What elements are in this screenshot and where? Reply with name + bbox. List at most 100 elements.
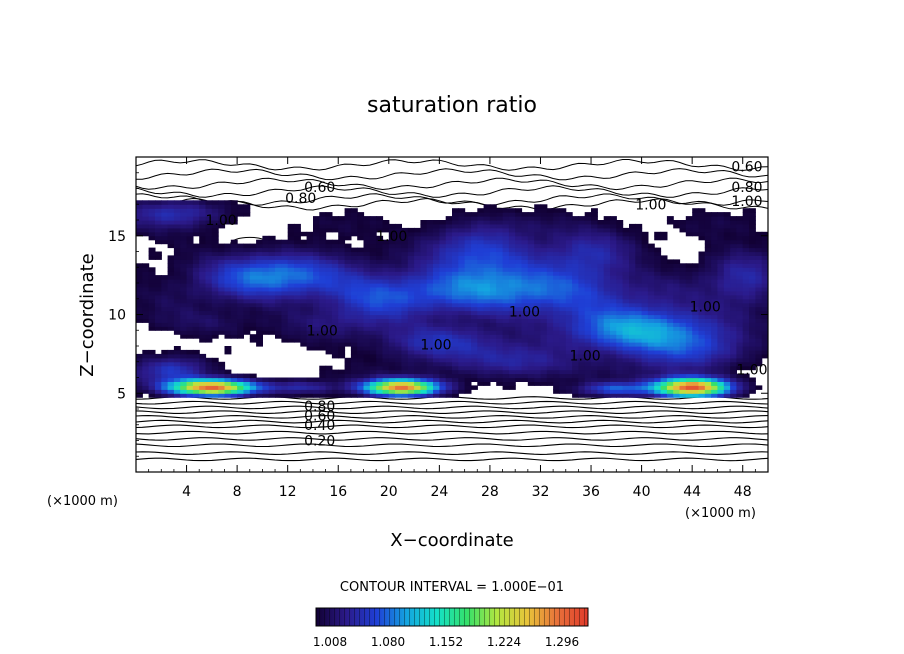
- heat-cell: [401, 306, 409, 312]
- heat-cell: [654, 314, 662, 319]
- heat-cell: [218, 200, 226, 205]
- heat-cell: [616, 286, 624, 292]
- heat-cell: [761, 279, 768, 284]
- heat-cell: [742, 251, 750, 256]
- heat-cell: [597, 239, 605, 245]
- heat-cell: [420, 239, 428, 245]
- heat-cell: [515, 298, 523, 304]
- heat-cell: [704, 223, 712, 229]
- heat-cell: [211, 227, 219, 233]
- heat-cell: [534, 227, 542, 233]
- heat-cell: [300, 334, 308, 339]
- heat-cell: [704, 290, 712, 296]
- heat-cell: [654, 334, 662, 339]
- heat-cell: [186, 204, 194, 209]
- heat-cell: [496, 357, 504, 363]
- heat-cell: [205, 377, 213, 382]
- heat-cell: [711, 298, 718, 304]
- heat-cell: [458, 286, 466, 292]
- heat-cell: [426, 275, 434, 280]
- heat-cell: [616, 346, 624, 351]
- heat-cell: [319, 263, 327, 268]
- heat-cell: [489, 377, 497, 382]
- heat-cell: [527, 251, 535, 256]
- heat-cell: [249, 255, 257, 260]
- heat-cell: [338, 227, 346, 233]
- heat-cell: [502, 326, 510, 331]
- heat-cell: [578, 342, 586, 347]
- heat-cell: [521, 342, 529, 347]
- heat-cell: [142, 298, 150, 304]
- heat-cell: [471, 385, 478, 390]
- heat-cell: [742, 353, 750, 359]
- heat-cell: [439, 271, 447, 276]
- heat-cell: [584, 357, 592, 363]
- heat-cell: [742, 235, 750, 241]
- heat-cell: [180, 373, 188, 379]
- heat-cell: [401, 283, 409, 288]
- heat-cell: [407, 369, 415, 375]
- heat-cell: [591, 216, 598, 221]
- heat-cell: [148, 235, 156, 241]
- heat-cell: [268, 310, 276, 316]
- heat-cell: [344, 318, 352, 323]
- heat-cell: [287, 275, 295, 280]
- heat-cell: [350, 393, 358, 398]
- heat-cell: [161, 310, 169, 316]
- heat-cell: [420, 389, 428, 394]
- x-tick-label: 36: [582, 484, 600, 500]
- heat-cell: [426, 223, 434, 229]
- heat-cell: [527, 357, 535, 363]
- heat-cell: [199, 200, 207, 205]
- heat-cell: [578, 227, 586, 233]
- heat-cell: [173, 389, 181, 394]
- heat-cell: [685, 318, 693, 323]
- heat-cell: [407, 231, 415, 237]
- heat-cell: [749, 220, 756, 225]
- heat-cell: [502, 322, 510, 327]
- heat-cell: [730, 220, 737, 225]
- heat-cell: [515, 267, 523, 272]
- heat-cell: [546, 318, 554, 323]
- heat-cell: [350, 231, 358, 237]
- heat-cell: [452, 227, 459, 233]
- heat-cell: [281, 302, 289, 308]
- heat-cell: [616, 231, 624, 237]
- heat-cell: [477, 208, 485, 213]
- heat-cell: [597, 227, 605, 233]
- heat-cell: [230, 220, 238, 225]
- heat-cell: [692, 220, 700, 225]
- heat-cell: [363, 231, 371, 237]
- heat-cell: [388, 349, 396, 355]
- heat-cell: [692, 306, 700, 312]
- heat-cell: [723, 283, 731, 288]
- heat-cell: [142, 275, 150, 280]
- heat-cell: [401, 322, 409, 327]
- heat-cell: [515, 310, 523, 316]
- heat-cell: [376, 381, 384, 386]
- heat-cell: [584, 216, 592, 221]
- heat-cell: [572, 294, 579, 300]
- heat-cell: [173, 302, 181, 308]
- heat-cell: [559, 298, 567, 304]
- heat-cell: [155, 385, 162, 390]
- heat-cell: [458, 235, 466, 241]
- heat-cell: [496, 259, 504, 264]
- heat-cell: [654, 389, 662, 394]
- heat-cell: [414, 326, 421, 331]
- heat-cell: [357, 330, 365, 335]
- heat-cell: [559, 322, 567, 327]
- heat-cell: [230, 377, 238, 382]
- heat-cell: [420, 369, 428, 375]
- heat-cell: [717, 361, 725, 367]
- heat-cell: [294, 243, 301, 249]
- heat-cell: [186, 220, 194, 225]
- heat-cell: [401, 294, 409, 300]
- heat-cell: [515, 247, 523, 253]
- heat-cell: [243, 381, 251, 386]
- heat-cell: [477, 298, 485, 304]
- heat-cell: [647, 247, 655, 253]
- heat-cell: [344, 267, 352, 272]
- heat-cell: [483, 251, 491, 256]
- heat-cell: [496, 302, 504, 308]
